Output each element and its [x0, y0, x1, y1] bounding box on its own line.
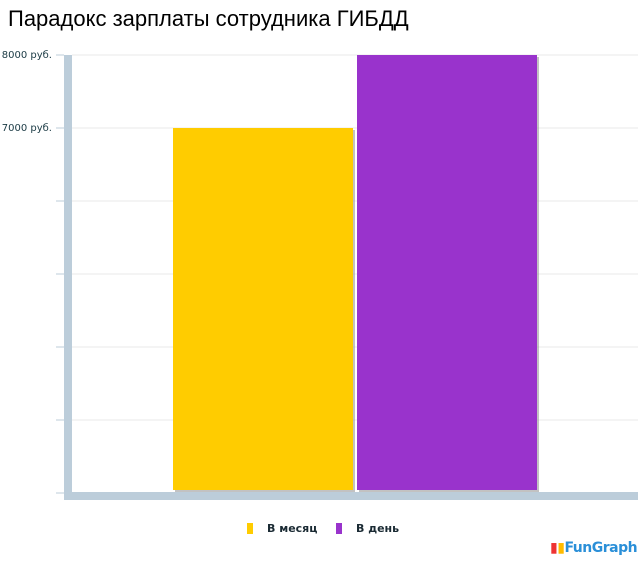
- legend-swatch: [247, 523, 253, 534]
- legend-item-day: В день: [336, 522, 399, 535]
- y-tick-label: 7000 руб.: [2, 123, 52, 134]
- bar-day: [357, 55, 537, 490]
- legend-label: В день: [356, 522, 400, 535]
- legend-swatch: [336, 523, 342, 534]
- fungraph-logo: ▮▮FunGraph: [550, 540, 638, 556]
- legend-item-month: В месяц: [247, 522, 317, 535]
- y-tick-label: 8000 руб.: [2, 50, 52, 61]
- x-axis: [72, 492, 638, 500]
- bar-month: [173, 128, 353, 490]
- chart-title: Парадокс зарплаты сотрудника ГИБДД: [8, 6, 409, 31]
- legend-label: В месяц: [267, 522, 318, 535]
- y-axis: [64, 55, 72, 500]
